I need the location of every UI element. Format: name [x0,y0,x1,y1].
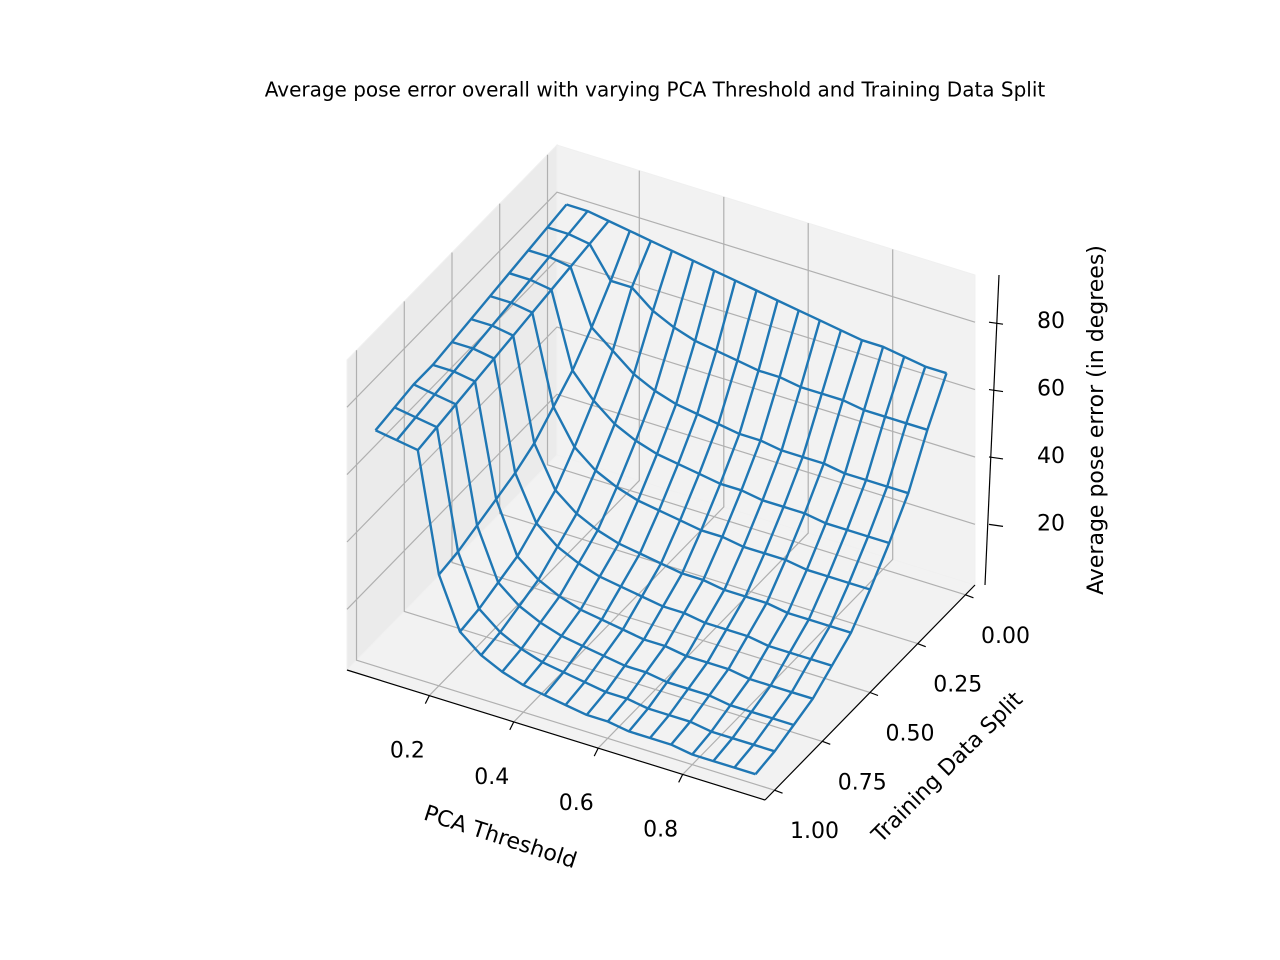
z-tick-label: 40 [1037,444,1065,469]
wire-column [501,260,695,673]
y-tick [869,691,879,697]
z-tick [988,321,1004,325]
wire-column [691,346,885,756]
wire-column [564,290,758,706]
chart-title: Average pose error overall with varying … [265,78,1046,102]
y-tick [965,594,974,599]
grid-line [355,350,775,791]
y-tick [917,643,926,648]
wire-column [395,210,589,441]
x-axis [346,669,766,801]
wire-column [712,356,906,762]
wire-column [649,329,843,739]
grid-line [499,203,918,645]
z-tick [988,388,1004,393]
wire-column [543,280,737,696]
z-tick-label: 80 [1037,309,1065,334]
y-tick [774,789,783,794]
grid-line [513,196,725,723]
grid-line [597,223,809,749]
wire-column [606,310,800,723]
wire-column [754,372,948,775]
x-tick [424,695,430,704]
x-tick [509,721,515,731]
z-tick [988,523,1004,527]
wire-column [670,339,864,746]
y-axis [764,584,976,801]
grid-line [682,249,894,775]
wire-column [480,250,674,656]
x-tick-label: 0.2 [390,739,425,764]
y-tick-label: 1.00 [790,819,839,844]
wire-column [627,319,821,733]
wire-column [416,220,610,451]
grid-line [346,191,976,408]
z-tick-label: 60 [1037,377,1065,402]
x-tick [678,774,684,783]
wire-column [374,203,568,432]
grid-line [346,326,976,543]
grid-line [403,301,823,742]
y-tick-label: 0.25 [933,673,982,698]
wire-column [437,230,631,576]
y-tick [822,740,831,745]
x-tick-label: 0.8 [643,817,678,842]
wire-column [733,366,927,769]
x-tick-label: 0.6 [559,791,594,816]
z-axis [984,274,1000,586]
z-axis-label: Average pose error (in degrees) [1084,245,1109,595]
y-tick-label: 0.00 [981,624,1030,649]
x-tick-label: 0.4 [474,765,509,790]
wire-column [522,270,716,686]
grid-line [428,170,640,697]
z-tick-label: 20 [1037,511,1065,536]
grid-line [346,393,976,610]
wire-column [459,240,653,633]
x-axis-label: PCA Threshold [421,801,580,874]
x-tick [593,747,599,757]
wire-column [585,300,779,716]
y-tick-label: 0.50 [886,722,935,747]
y-tick-label: 0.75 [838,770,887,795]
grid-line [451,252,871,694]
y-axis-label: Training Data Split [867,687,1029,849]
